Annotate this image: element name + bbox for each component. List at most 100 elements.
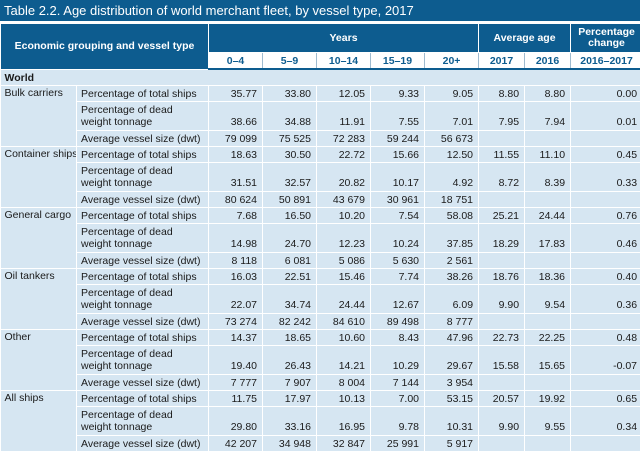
indicator-label: Percentage of total ships [76, 268, 209, 285]
year-bin-value: 80 624 [208, 191, 263, 208]
percentage-change-value: 0.36 [570, 284, 640, 314]
year-bin-value: 5 086 [316, 252, 371, 269]
year-bin-value: 5 630 [370, 252, 425, 269]
year-bin-value: 38.66 [208, 101, 263, 131]
table-row: Percentage of dead weight tonnage 38.66 34… [1, 101, 640, 131]
average-age-2017-value [478, 252, 526, 269]
average-age-2017-value: 11.55 [478, 146, 526, 163]
average-age-2017-value: 8.72 [478, 162, 526, 192]
indicator-label: Average vessel size (dwt) [76, 130, 209, 147]
year-bin-value: 10.31 [424, 406, 480, 436]
year-bin-value: 8 777 [424, 313, 480, 330]
indicator-label: Percentage of dead weight tonnage [76, 223, 209, 253]
year-bin-value: 43 679 [316, 191, 371, 208]
year-bin-value: 7 777 [208, 374, 263, 391]
avg-year-header: 2016 [524, 52, 572, 70]
table-row: Bulk carriers Percentage of total ships 35… [0, 85, 640, 147]
average-age-2016-value: 22.25 [524, 329, 572, 346]
average-age-2016-value: 17.83 [524, 223, 572, 253]
year-bin-value: 7.55 [370, 101, 425, 131]
year-bin-value: 16.50 [262, 207, 317, 224]
year-bin-value: 58.08 [424, 207, 480, 224]
year-bin-value: 14.21 [316, 345, 371, 375]
world-section-label: World [0, 69, 640, 86]
year-bin-value: 30.50 [262, 146, 317, 163]
year-bin-value: 84 610 [316, 313, 371, 330]
vessel-type-label: General cargo [0, 207, 77, 269]
indicator-label: Average vessel size (dwt) [76, 191, 209, 208]
indicator-label: Percentage of dead weight tonnage [76, 162, 209, 192]
table-row: Average vessel size (dwt) 7 777 7 907 8 004… [1, 374, 640, 391]
year-bin-value: 25 991 [370, 435, 425, 452]
average-age-2017-value: 18.76 [478, 268, 526, 285]
indicator-label: Average vessel size (dwt) [76, 313, 209, 330]
percentage-change-value: 0.34 [570, 406, 640, 436]
year-bin-value: 30 961 [370, 191, 425, 208]
year-bin-value: 4.92 [424, 162, 480, 192]
average-age-2016-value: 7.94 [524, 101, 572, 131]
year-bin-value: 6.09 [424, 284, 480, 314]
year-bin-value: 32.57 [262, 162, 317, 192]
average-age-2017-value [478, 191, 526, 208]
percentage-change-value: 0.45 [570, 146, 640, 163]
year-bin-value: 18.65 [262, 329, 317, 346]
change-period-header: 2016–2017 [570, 52, 640, 70]
table-row: Percentage of dead weight tonnage 14.98 24… [1, 223, 640, 253]
average-age-2016-value [524, 130, 572, 147]
vessel-type-label: Other [0, 329, 77, 391]
average-age-2016-value: 24.44 [524, 207, 572, 224]
year-bin-value: 7.00 [370, 390, 425, 407]
year-bin-value: 7.68 [208, 207, 263, 224]
table-row: General cargo Percentage of total ships 7.… [0, 207, 640, 269]
year-bin-value: 8.43 [370, 329, 425, 346]
percentage-change-value [570, 191, 640, 208]
average-age-2016-value: 19.92 [524, 390, 572, 407]
percentage-change-header: Percentage change [570, 23, 640, 53]
percentage-change-value [570, 130, 640, 147]
table-row: All ships Percentage of total ships 11.75 1… [0, 390, 640, 452]
year-bin-value: 12.50 [424, 146, 480, 163]
table-row: Container ships Percentage of total ships… [0, 146, 640, 208]
year-bin-value: 33.80 [262, 85, 317, 102]
average-age-2016-value: 8.39 [524, 162, 572, 192]
indicator-label: Percentage of total ships [76, 85, 209, 102]
year-bin-value: 10.13 [316, 390, 371, 407]
year-bin-value: 7 907 [262, 374, 317, 391]
year-bin-value: 29.80 [208, 406, 263, 436]
average-age-2017-value: 22.73 [478, 329, 526, 346]
year-bin-value: 7.74 [370, 268, 425, 285]
average-age-2017-value [478, 374, 526, 391]
average-age-2017-value: 25.21 [478, 207, 526, 224]
year-bin-value: 7.01 [424, 101, 480, 131]
year-bin-value: 34.88 [262, 101, 317, 131]
average-age-2016-value [524, 313, 572, 330]
year-bin-value: 12.05 [316, 85, 371, 102]
year-bin-value: 5 917 [424, 435, 480, 452]
indicator-label: Percentage of total ships [76, 146, 209, 163]
table-row: Oil tankers Percentage of total ships 16.0… [0, 268, 640, 330]
year-bin-value: 15.46 [316, 268, 371, 285]
year-bin-header: 0–4 [208, 52, 263, 70]
year-bin-value: 6 081 [262, 252, 317, 269]
year-bin-header: 10–14 [316, 52, 371, 70]
indicator-label: Percentage of dead weight tonnage [76, 345, 209, 375]
year-bin-value: 10.29 [370, 345, 425, 375]
year-bin-value: 8 004 [316, 374, 371, 391]
average-age-2016-value: 15.65 [524, 345, 572, 375]
year-bin-value: 34.74 [262, 284, 317, 314]
percentage-change-value [570, 435, 640, 452]
year-bin-value: 53.15 [424, 390, 480, 407]
percentage-change-value [570, 252, 640, 269]
year-bin-value: 47.96 [424, 329, 480, 346]
table-row: Other Percentage of total ships 14.37 18.65… [0, 329, 640, 391]
year-bin-value: 7 144 [370, 374, 425, 391]
years-header: Years [207, 23, 480, 53]
year-bin-value: 9.78 [370, 406, 425, 436]
indicator-label: Percentage of dead weight tonnage [76, 406, 209, 436]
average-age-2016-value [524, 252, 572, 269]
year-bin-value: 82 242 [262, 313, 317, 330]
year-bin-value: 11.91 [316, 101, 371, 131]
year-bin-value: 24.70 [262, 223, 317, 253]
table-row: Average vessel size (dwt) 73 274 82 242 84 … [1, 313, 640, 330]
year-bin-value: 3 954 [424, 374, 480, 391]
